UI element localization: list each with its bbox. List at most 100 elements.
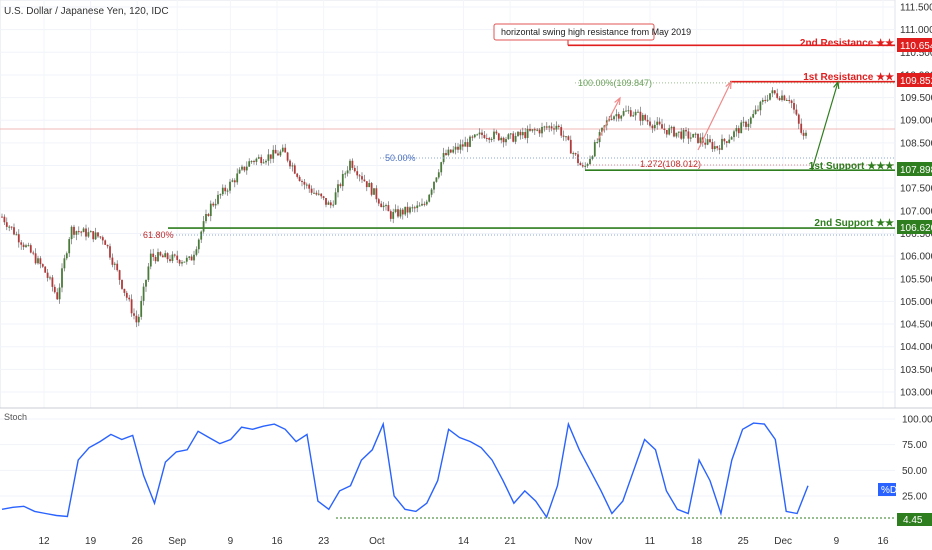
candle-body — [682, 130, 685, 139]
candle-body — [46, 272, 49, 278]
candle-body — [651, 125, 654, 129]
candle-body — [641, 114, 644, 121]
second-support-badge — [897, 220, 932, 234]
candle-body — [613, 116, 615, 120]
candle-body — [363, 179, 366, 182]
candle-body — [766, 99, 769, 101]
projection-arrow-1-head — [614, 96, 621, 106]
candle-body — [97, 232, 99, 237]
candle-body — [317, 193, 320, 195]
candle-body — [301, 181, 303, 183]
candle-body — [529, 128, 531, 131]
candle-body — [250, 161, 253, 163]
candle-body — [142, 286, 145, 301]
candle-body — [478, 132, 481, 135]
candle-body — [668, 128, 671, 135]
candle-body — [291, 165, 294, 167]
candle-body — [665, 130, 668, 135]
candle-body — [615, 114, 618, 117]
projection-arrow-1[interactable] — [597, 97, 621, 141]
candle-body — [687, 131, 690, 139]
candle-body — [104, 240, 107, 245]
bounce-arrow[interactable] — [811, 81, 839, 171]
candle-body — [692, 133, 695, 138]
candle-body — [509, 133, 512, 135]
candle-body — [413, 207, 416, 209]
time-tick-label: 26 — [132, 536, 144, 547]
candle-body — [73, 226, 75, 235]
candle-body — [99, 236, 102, 238]
candle-body — [188, 256, 191, 258]
candle-body — [617, 114, 620, 119]
candle-body — [538, 129, 541, 134]
candle-body — [416, 205, 419, 209]
candle-body — [1, 216, 3, 218]
candle-body — [200, 231, 203, 240]
candle-body — [644, 114, 647, 120]
candle-body — [385, 205, 387, 207]
candle-body — [524, 132, 527, 138]
stoch-label: Stoch — [4, 412, 27, 422]
price-tick-label: 107.000 — [900, 206, 932, 217]
price-tick-label: 106.500 — [900, 229, 932, 240]
candle-body — [531, 129, 534, 131]
second-resistance-value: 110.654 — [900, 41, 932, 52]
time-axis[interactable]: 12 19 26 Sep 9 16 23 Oct 14 21 Nov 11 18 25 Dec 9 16 — [38, 536, 889, 547]
candle-body — [685, 130, 687, 132]
candle-body — [663, 128, 666, 131]
candle-body — [27, 245, 30, 247]
candle-body — [305, 184, 308, 186]
candle-body — [94, 232, 97, 240]
candle-body — [389, 211, 392, 219]
candle-body — [245, 166, 248, 171]
candle-body — [178, 259, 181, 264]
candle-body — [56, 292, 59, 300]
candle-body — [171, 254, 174, 261]
candle-body — [106, 244, 109, 247]
candle-body — [58, 287, 61, 300]
candle-body — [519, 131, 522, 136]
price-tick-label: 105.000 — [900, 297, 932, 308]
candle-body — [574, 153, 577, 155]
candle-body — [68, 239, 71, 254]
candle-body — [169, 259, 171, 261]
candle-body — [15, 234, 18, 236]
candle-body — [471, 136, 474, 138]
candle-body — [505, 139, 507, 143]
candle-body — [75, 231, 78, 235]
candle-body — [745, 121, 747, 127]
candle-body — [541, 126, 543, 134]
candle-body — [339, 184, 342, 187]
candle-body — [279, 151, 282, 156]
candle-body — [428, 194, 431, 202]
candle-body — [728, 139, 731, 143]
candle-body — [517, 131, 519, 136]
candle-body — [658, 121, 661, 125]
stoch-low-value: 4.45 — [903, 515, 923, 526]
candle-body — [17, 234, 20, 243]
price-tick-label: 107.500 — [900, 184, 932, 195]
stoch-axis[interactable]: 100.00 75.00 50.00 25.00 — [902, 415, 932, 503]
candle-body — [704, 142, 707, 145]
candle-body — [61, 268, 63, 288]
candle-body — [771, 90, 774, 94]
resistance-note-box[interactable] — [493, 23, 655, 41]
candle-body — [754, 109, 757, 115]
candle-body — [140, 300, 143, 317]
candle-body — [596, 142, 599, 144]
candle-body — [706, 139, 709, 145]
candle-body — [723, 138, 726, 142]
candle-body — [637, 111, 639, 113]
candle-body — [10, 226, 13, 228]
candle-body — [785, 100, 788, 102]
candle-body — [500, 137, 503, 141]
time-tick-label: Nov — [574, 536, 592, 547]
candle-body — [277, 153, 279, 156]
candle-body — [229, 181, 231, 191]
candle-body — [711, 142, 714, 150]
candle-body — [795, 109, 798, 115]
candle-body — [625, 110, 627, 112]
projection-arrow-2[interactable] — [697, 81, 732, 151]
candle-body — [214, 203, 217, 206]
candle-body — [773, 90, 776, 94]
